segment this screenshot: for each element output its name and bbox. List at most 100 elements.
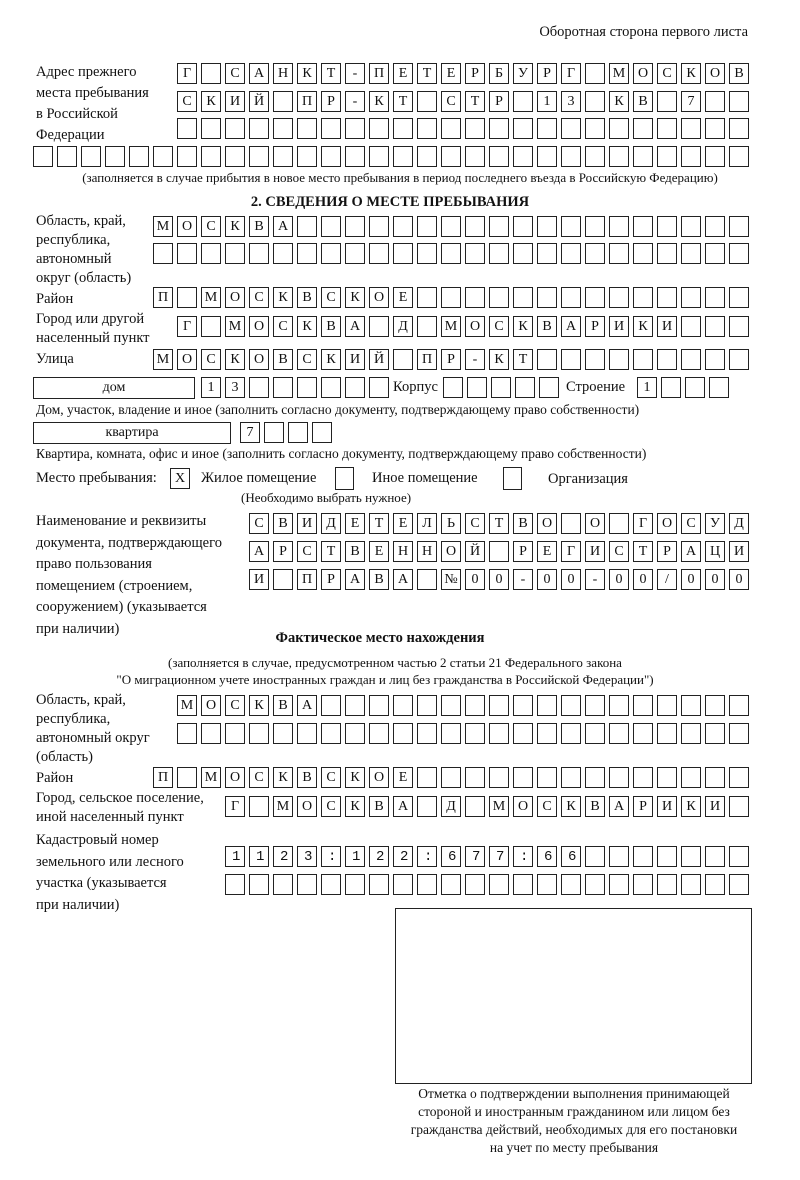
char-cell[interactable]: Е (369, 541, 389, 562)
char-cell[interactable]: 0 (537, 569, 557, 590)
char-cell[interactable] (177, 287, 197, 308)
char-cell[interactable]: В (513, 513, 533, 534)
char-cell[interactable] (297, 874, 317, 895)
char-cell[interactable]: С (657, 63, 677, 84)
char-cell[interactable] (657, 91, 677, 112)
char-cell[interactable]: Т (369, 513, 389, 534)
char-cell[interactable] (633, 216, 653, 237)
char-cell[interactable]: В (273, 349, 293, 370)
char-cell[interactable]: К (273, 767, 293, 788)
char-cell[interactable] (249, 377, 269, 398)
char-cell[interactable]: Б (489, 63, 509, 84)
char-cell[interactable] (489, 846, 509, 867)
char-cell[interactable] (441, 216, 461, 237)
char-cell[interactable] (369, 377, 389, 398)
char-cell[interactable] (369, 243, 389, 264)
char-cell[interactable] (561, 723, 581, 744)
char-cell[interactable]: В (537, 316, 557, 337)
char-cell[interactable]: О (633, 63, 653, 84)
char-cell[interactable]: О (249, 349, 269, 370)
char-cell[interactable]: Е (393, 287, 413, 308)
char-cell[interactable] (585, 349, 605, 370)
char-cell[interactable]: О (225, 767, 245, 788)
char-cell[interactable] (393, 695, 413, 716)
char-cell[interactable]: Т (489, 513, 509, 534)
char-cell[interactable] (225, 118, 245, 139)
char-cell[interactable] (201, 146, 221, 167)
char-cell[interactable]: Л (417, 513, 437, 534)
char-cell[interactable] (681, 767, 701, 788)
char-cell[interactable]: - (465, 349, 485, 370)
char-cell[interactable] (539, 377, 559, 398)
char-cell[interactable] (369, 118, 389, 139)
char-cell[interactable]: 1 (537, 91, 557, 112)
char-cell[interactable]: 0 (729, 569, 749, 590)
char-cell[interactable]: Т (417, 63, 437, 84)
char-cell[interactable]: Т (321, 63, 341, 84)
char-cell[interactable] (273, 91, 293, 112)
char-cell[interactable]: К (321, 349, 341, 370)
char-cell[interactable] (489, 118, 509, 139)
char-cell[interactable] (609, 118, 629, 139)
char-cell[interactable] (417, 287, 437, 308)
char-cell[interactable]: К (225, 349, 245, 370)
char-cell[interactable]: - (345, 63, 365, 84)
char-cell[interactable]: О (225, 287, 245, 308)
char-cell[interactable]: 1 (201, 377, 221, 398)
char-cell[interactable] (33, 146, 53, 167)
char-cell[interactable] (681, 846, 701, 867)
char-cell[interactable] (153, 243, 173, 264)
char-cell[interactable]: У (705, 513, 725, 534)
char-cell[interactable]: Ь (441, 513, 461, 534)
char-cell[interactable] (441, 723, 461, 744)
char-cell[interactable]: И (585, 541, 605, 562)
char-cell[interactable]: О (369, 287, 389, 308)
char-cell[interactable] (465, 796, 485, 817)
char-cell[interactable] (609, 513, 629, 534)
char-cell[interactable] (729, 349, 749, 370)
char-cell[interactable]: А (345, 316, 365, 337)
char-cell[interactable]: Р (513, 541, 533, 562)
char-cell[interactable] (657, 695, 677, 716)
char-cell[interactable] (225, 846, 245, 867)
char-cell[interactable]: С (297, 541, 317, 562)
char-cell[interactable]: В (345, 541, 365, 562)
char-cell[interactable]: М (177, 695, 197, 716)
char-cell[interactable] (657, 767, 677, 788)
char-cell[interactable] (537, 846, 557, 867)
char-cell[interactable] (321, 118, 341, 139)
char-cell[interactable] (321, 377, 341, 398)
char-cell[interactable] (441, 287, 461, 308)
char-cell[interactable] (417, 569, 437, 590)
char-cell[interactable] (561, 216, 581, 237)
char-cell[interactable] (321, 846, 341, 867)
char-cell[interactable] (585, 216, 605, 237)
char-cell[interactable] (515, 377, 535, 398)
char-cell[interactable] (657, 874, 677, 895)
char-cell[interactable]: 0 (633, 569, 653, 590)
char-cell[interactable]: С (201, 216, 221, 237)
char-cell[interactable]: Й (249, 91, 269, 112)
char-cell[interactable] (177, 243, 197, 264)
char-cell[interactable] (705, 349, 725, 370)
char-cell[interactable] (273, 846, 293, 867)
char-cell[interactable] (345, 216, 365, 237)
char-cell[interactable]: Р (273, 541, 293, 562)
char-cell[interactable] (489, 723, 509, 744)
char-cell[interactable]: Н (393, 541, 413, 562)
char-cell[interactable] (489, 541, 509, 562)
char-cell[interactable]: А (681, 541, 701, 562)
char-cell[interactable]: Й (369, 349, 389, 370)
char-cell[interactable]: Р (633, 796, 653, 817)
char-cell[interactable] (321, 723, 341, 744)
char-cell[interactable] (657, 846, 677, 867)
char-cell[interactable] (441, 695, 461, 716)
stay-option-organization-checkbox[interactable] (503, 467, 522, 490)
char-cell[interactable]: Г (561, 63, 581, 84)
char-cell[interactable] (585, 287, 605, 308)
char-cell[interactable] (513, 243, 533, 264)
char-cell[interactable] (273, 723, 293, 744)
char-cell[interactable]: О (177, 349, 197, 370)
char-cell[interactable]: - (513, 569, 533, 590)
char-cell[interactable] (345, 695, 365, 716)
